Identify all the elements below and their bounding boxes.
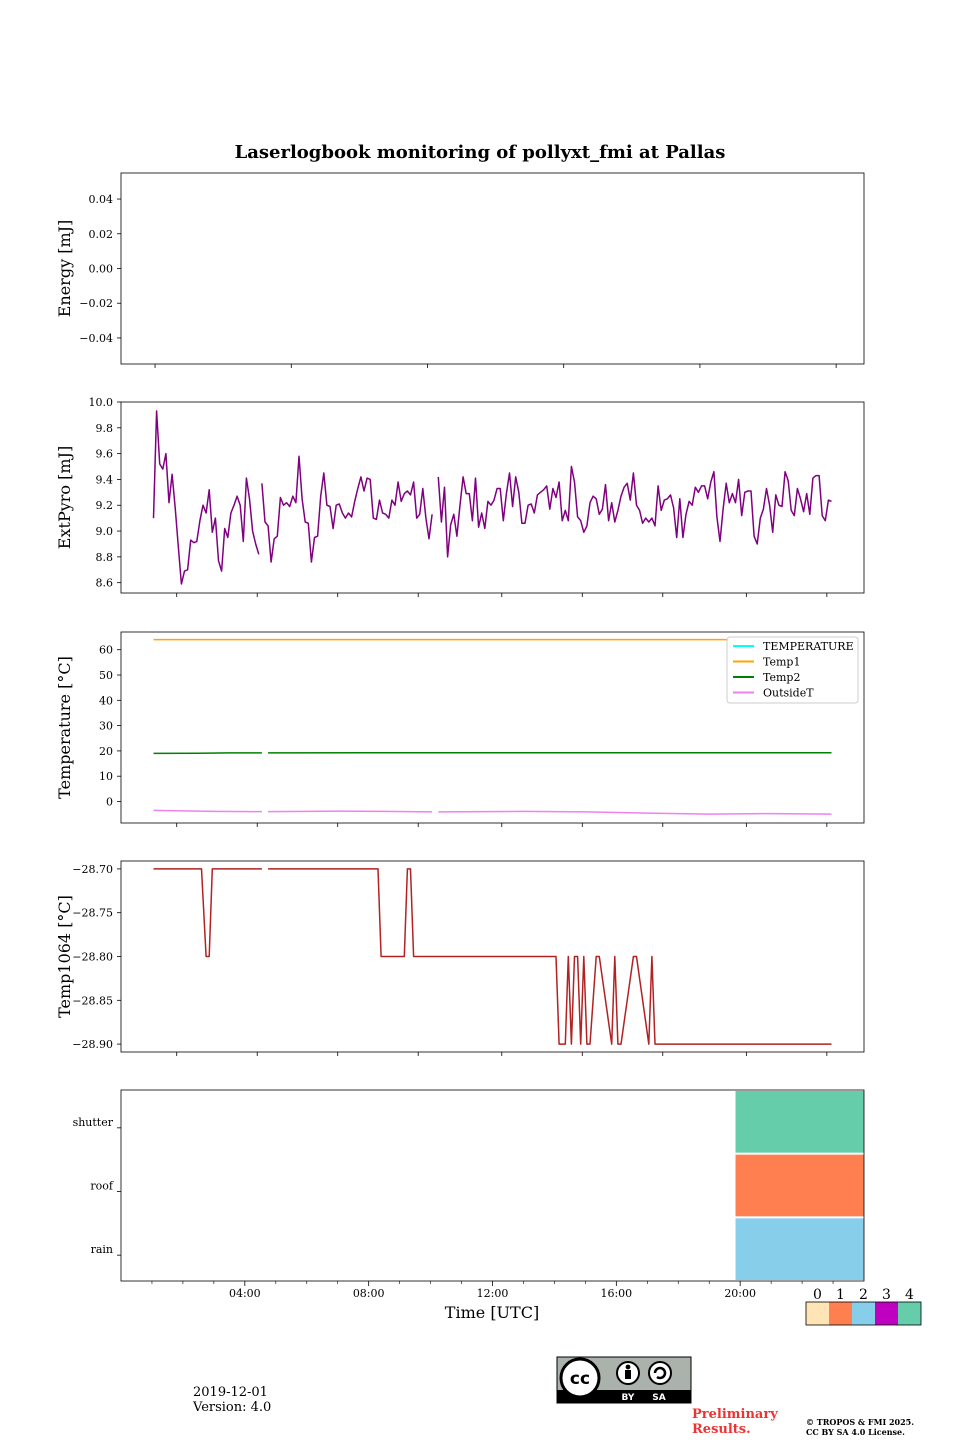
y-tick-label: 10.0: [89, 396, 114, 409]
panel-extpyro: 10.0 9.8 9.6 9.4 9.2 9.0 8.8 8.6 ExtPyro [mJ]: [55, 396, 865, 597]
colorbar-label: 2: [859, 1287, 868, 1303]
x-axis-label: Time [UTC]: [445, 1303, 539, 1322]
preliminary-line-1: Preliminary: [692, 1407, 778, 1422]
y-tick-label: 8.6: [96, 577, 114, 590]
date-label: 2019-12-01: [193, 1385, 268, 1400]
legend-label: Temp2: [763, 671, 800, 684]
y-axis-label: Temp1064 [°C]: [55, 895, 74, 1018]
colorbar-label: 1: [836, 1287, 845, 1303]
series-line-outsidet: [438, 810, 832, 815]
sa-share-icon: [648, 1361, 672, 1385]
panel-temperature: 60 50 40 30 20 10 0 Temperature [°C] TEMPERATURE…: [55, 631, 865, 827]
preliminary-line-2: Results.: [692, 1422, 751, 1437]
y-tick-label: 0.00: [89, 263, 114, 276]
chart-title: Laserlogbook monitoring of pollyxt_fmi a…: [235, 142, 726, 163]
x-tick-label: 16:00: [600, 1287, 632, 1300]
panels: 0.04 0.02 0.00 −0.02 −0.04 Energy [mJ] 10.0 9.8…: [55, 172, 865, 1300]
row-label-roof: roof: [90, 1180, 114, 1193]
by-label: BY: [622, 1393, 635, 1403]
axes-frame: [120, 631, 865, 824]
x-tick-label: 08:00: [353, 1287, 385, 1300]
colorbar-swatch-4: [898, 1302, 921, 1325]
y-tick-label: −28.70: [72, 863, 113, 876]
by-person-head: [625, 1364, 631, 1370]
colorbar-label: 0: [813, 1287, 822, 1303]
axes-frame: [120, 860, 865, 1053]
colorbar-label: 3: [882, 1287, 891, 1303]
y-tick-label: 40: [99, 694, 113, 707]
series-line-temp2: [153, 752, 262, 755]
y-tick-label: 60: [99, 644, 113, 657]
colorbar-swatch-2: [852, 1302, 875, 1325]
flag-cell-shutter: [735, 1091, 864, 1153]
legend-label: OutsideT: [763, 687, 814, 700]
cc-icon-text: cc: [570, 1369, 590, 1389]
version-label: Version: 4.0: [193, 1400, 272, 1415]
colorbar-swatch-3: [875, 1302, 898, 1325]
x-tick-label: 20:00: [724, 1287, 756, 1300]
by-person-body: [625, 1370, 631, 1379]
x-tick-label: 04:00: [229, 1287, 261, 1300]
panel-flags: shutter roof rain 04:00 08:00 12:00 16:00 20:00: [73, 1089, 865, 1300]
y-tick-label: 9.6: [96, 448, 114, 461]
series-line-temp1064: [153, 868, 262, 958]
y-tick-label: 10: [99, 770, 113, 783]
y-tick-label: 9.4: [96, 473, 114, 486]
y-tick-label: 9.8: [96, 422, 114, 435]
y-tick-label: 50: [99, 669, 113, 682]
cc-license-badge: cc BY SA: [556, 1356, 692, 1404]
y-tick-label: −28.75: [72, 907, 113, 920]
y-tick-label: 9.0: [96, 525, 114, 538]
y-tick-label: 9.2: [96, 499, 114, 512]
y-axis-label: ExtPyro [mJ]: [55, 446, 74, 549]
y-tick-label: 20: [99, 745, 113, 758]
y-tick-label: 0: [106, 795, 113, 808]
cc-icon: [559, 1357, 601, 1399]
flag-cell-rain: [735, 1218, 864, 1280]
sa-label: SA: [652, 1393, 665, 1403]
y-tick-label: −28.85: [72, 994, 113, 1007]
flag-cell-roof: [735, 1154, 864, 1217]
legend-label: Temp1: [763, 656, 800, 669]
axes-frame: [120, 401, 865, 594]
row-label-rain: rain: [91, 1243, 113, 1256]
y-tick-label: −0.02: [79, 297, 113, 310]
axes-frame: [120, 1089, 865, 1282]
series-line-temp1064: [268, 868, 832, 1045]
series-line-extpyro: [437, 465, 832, 558]
y-axis-label: Energy [mJ]: [55, 220, 74, 318]
series-line-outsidet: [268, 810, 433, 813]
y-tick-label: 0.02: [89, 228, 114, 241]
sa-arrow-icon: [653, 1366, 667, 1380]
x-tick-label: 12:00: [477, 1287, 509, 1300]
y-tick-label: 8.8: [96, 551, 114, 564]
series-line-extpyro: [152, 410, 260, 585]
y-tick-label: 0.04: [89, 193, 114, 206]
y-axis-label: Temperature [°C]: [55, 656, 74, 799]
y-tick-label: 30: [99, 720, 113, 733]
panel-temp1064: −28.70 −28.75 −28.80 −28.85 −28.90 Temp1064 […: [55, 860, 865, 1056]
colorbar-swatch-0: [806, 1302, 829, 1325]
series-line-outsidet: [153, 809, 262, 813]
y-tick-label: −28.90: [72, 1038, 113, 1051]
y-tick-label: −0.04: [79, 332, 113, 345]
colorbar-swatch-1: [829, 1302, 852, 1325]
y-tick-label: −28.80: [72, 951, 113, 964]
colorbar-label: 4: [905, 1287, 914, 1303]
legend-label: TEMPERATURE: [763, 640, 854, 653]
legend-box: [726, 636, 859, 704]
colorbar-frame: [805, 1301, 922, 1326]
axes-frame: [120, 172, 865, 365]
series-line-extpyro: [261, 455, 433, 563]
panel-energy: 0.04 0.02 0.00 −0.02 −0.04 Energy [mJ]: [55, 172, 865, 368]
copyright-line-2: CC BY SA 4.0 License.: [806, 1427, 905, 1437]
row-label-shutter: shutter: [73, 1116, 114, 1129]
copyright-line-1: © TROPOS & FMI 2025.: [806, 1417, 915, 1427]
